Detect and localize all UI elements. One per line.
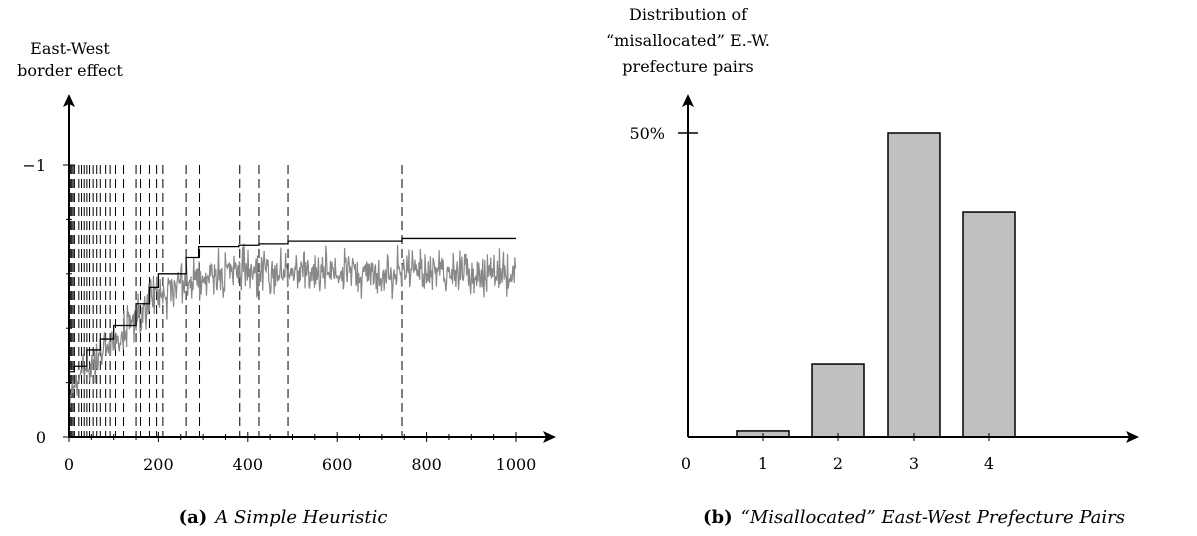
panel-b-caption-label: (b) (703, 507, 733, 528)
panel-a-y-tick-label-1: −1 (22, 156, 46, 175)
panel-b-y-tick-label-50: 50% (629, 124, 665, 143)
panel-b-x-tick-label-2: 2 (833, 454, 843, 473)
panel-b-bar-4 (962, 211, 1016, 438)
panel-a-step-series (69, 237, 516, 373)
panel-b-x-tick-label-3: 3 (909, 454, 919, 473)
panel-b-x-tick-label-1: 1 (758, 454, 768, 473)
panel-b-y-axis-arrow (682, 94, 694, 107)
panel-a-ylabel-line-2: border effect (17, 61, 123, 80)
panel-a-caption-label: (a) (179, 507, 208, 528)
panel-a-x-ticks: 0 200 400 600 800 1000 (64, 432, 536, 474)
panel-b-x-ticks: 1 2 3 4 (758, 433, 994, 473)
panel-a-vertical-dashed-lines (68, 165, 403, 437)
panel-b-caption: (b) “Misallocated” East-West Prefecture P… (703, 507, 1125, 528)
panel-a-step-line (69, 237, 516, 373)
panel-a-y-ticks: 0 −1 (22, 156, 75, 447)
panel-b-ylabel-line-1: Distribution of (629, 5, 748, 24)
panel-a-caption-text: A Simple Heuristic (213, 507, 387, 528)
panel-a-x-tick-label-0: 0 (64, 455, 74, 474)
panel-a-y-tick-label-0: 0 (36, 428, 46, 447)
panel-a-x-tick-label-3: 600 (322, 455, 353, 474)
panel-b-x-origin-label: 0 (681, 454, 691, 473)
panel-b-bar-2 (811, 363, 865, 438)
panel-a-x-axis-arrow (543, 431, 556, 443)
panel-a-x-tick-label-5: 1000 (496, 455, 537, 474)
panel-b-ylabel-line-2: “misallocated” E.-W. (606, 31, 770, 50)
panel-b-x-tick-label-4: 4 (984, 454, 994, 473)
panel-b-x-axis-arrow (1126, 431, 1139, 443)
panel-b-ylabel-line-3: prefecture pairs (622, 57, 753, 76)
panel-a-heuristic-chart: East-West border effect 0 200 400 600 800 100… (17, 39, 556, 528)
panel-a-x-tick-label-1: 200 (143, 455, 174, 474)
panel-b-bar-chart: Distribution of “misallocated” E.-W. pre… (606, 5, 1139, 528)
panel-b-bars (736, 132, 1016, 438)
panel-a-x-tick-label-4: 800 (411, 455, 442, 474)
panel-b-caption-text: “Misallocated” East-West Prefecture Pair… (741, 507, 1125, 528)
panel-a-caption: (a) A Simple Heuristic (179, 507, 388, 528)
panel-a-ylabel-line-1: East-West (30, 39, 110, 58)
panel-a-y-axis-arrow (63, 94, 75, 107)
panel-a-x-tick-label-2: 400 (233, 455, 264, 474)
panel-b-bar-3 (887, 132, 941, 438)
